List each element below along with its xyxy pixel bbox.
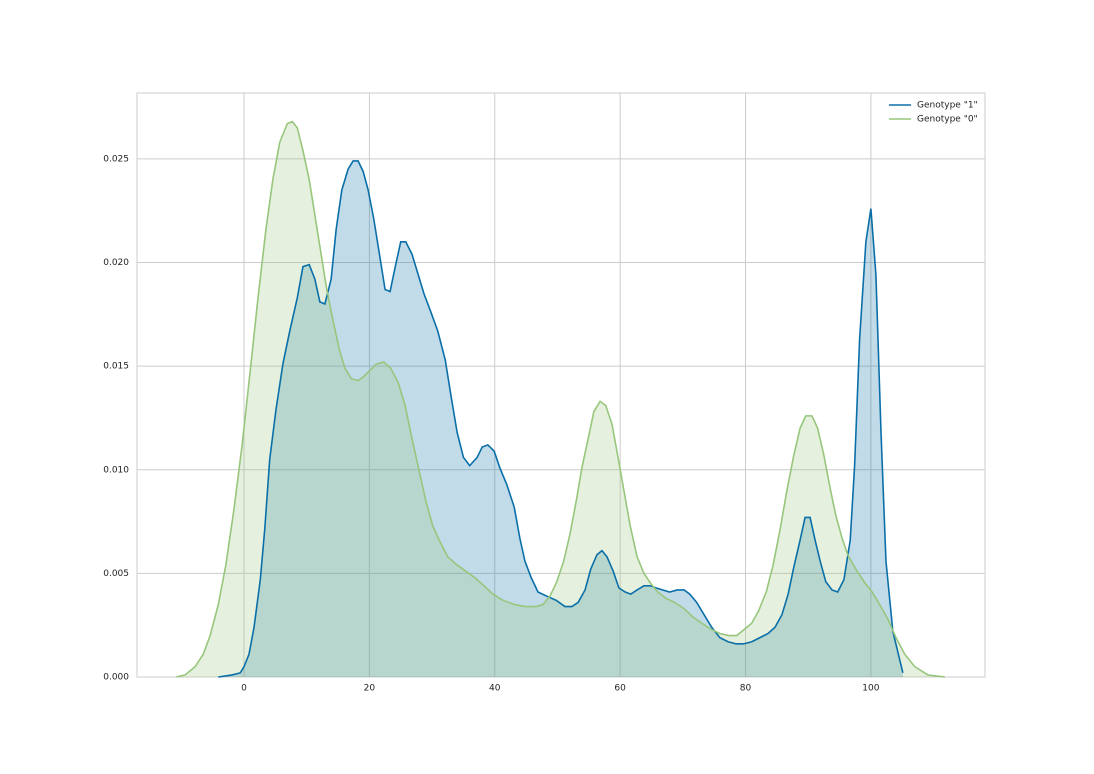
lines <box>176 120 945 678</box>
y-tick-label: 0.015 <box>103 362 129 372</box>
density-line <box>218 160 904 678</box>
y-tick-label: 0.025 <box>103 154 129 164</box>
ticks: 0 20 40 60 80 100 0.000 0.005 0.010 0.015 0.020 0.0… <box>103 154 880 693</box>
density-area <box>176 121 945 678</box>
density-area <box>218 160 903 678</box>
x-tick-label: 0 <box>241 684 247 694</box>
y-tick-label: 0.000 <box>103 673 129 683</box>
x-tick-label: 40 <box>489 684 501 694</box>
x-tick-label: 80 <box>740 684 752 694</box>
legend-label: Genotype "1" <box>917 101 978 111</box>
x-tick-label: 100 <box>862 684 879 694</box>
y-tick-label: 0.010 <box>103 465 129 475</box>
y-tick-label: 0.020 <box>103 258 129 268</box>
grid <box>137 93 985 678</box>
areas <box>176 121 945 678</box>
legend-label: Genotype "0" <box>917 115 978 125</box>
density-line <box>176 120 945 678</box>
x-tick-label: 20 <box>364 684 376 694</box>
legend: Genotype "1" Genotype "0" <box>889 101 978 125</box>
y-tick-label: 0.005 <box>103 569 129 579</box>
x-tick-label: 60 <box>614 684 626 694</box>
